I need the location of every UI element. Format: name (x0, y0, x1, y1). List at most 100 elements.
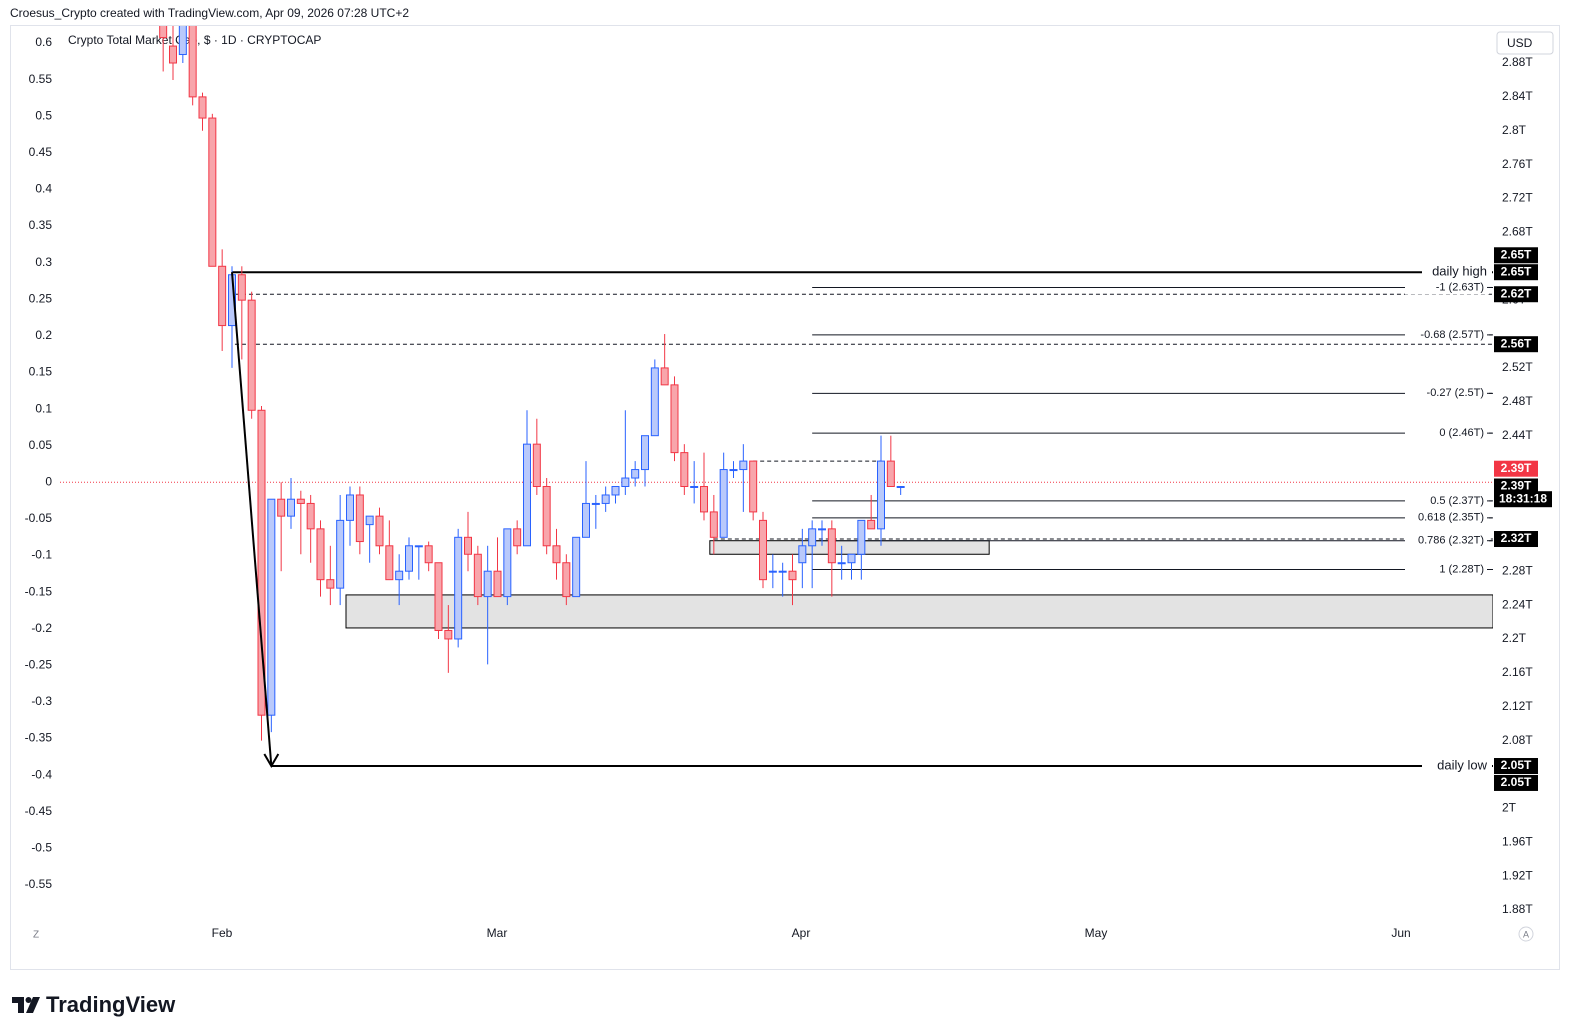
right-axis-tick: 2.28T (1502, 563, 1533, 577)
plot-area (60, 26, 1493, 768)
auto-scale-a-circle (1518, 926, 1534, 942)
candle-body (178, 26, 187, 56)
candle-body (336, 519, 345, 589)
trend-arrow-line (231, 272, 273, 767)
right-axis-tick: 2.44T (1502, 428, 1533, 442)
candle-body (532, 443, 541, 487)
candle-body (208, 117, 217, 267)
candle-body (326, 579, 335, 589)
candle-body (237, 274, 246, 301)
candle-body (749, 460, 758, 513)
candle-body (788, 570, 797, 581)
price-label: 2.65T (1501, 264, 1532, 278)
candlestick-chart[interactable]: Crypto Total Market Cap, $ · 1D · CRYPTO… (0, 0, 1596, 975)
chart-attribution: Croesus_Crypto created with TradingView.… (10, 6, 409, 20)
fib-label-bg (1405, 386, 1489, 401)
left-axis-tick: -0.25 (25, 658, 53, 672)
right-axis-tick: 2.72T (1502, 191, 1533, 205)
candle-body (562, 562, 571, 598)
right-axis-tick: 2.76T (1502, 157, 1533, 171)
demand-zone (709, 540, 990, 555)
fib-label: 1 (2.28T) (1439, 563, 1484, 575)
candle-body (759, 519, 767, 581)
price-label-bg (1494, 774, 1538, 791)
candle-body (247, 299, 256, 411)
left-axis-tick: 0.15 (29, 365, 53, 379)
auto-scale-z-button: Z (33, 930, 39, 941)
candle-body (257, 409, 266, 716)
price-label-bg (1494, 478, 1538, 495)
candle-body (169, 45, 177, 64)
candle-body (464, 536, 472, 555)
right-axis-tick: 2.2T (1502, 631, 1527, 645)
left-axis-tick: -0.35 (25, 731, 53, 745)
right-axis-tick: 2.68T (1502, 225, 1533, 239)
candle-body (414, 545, 423, 548)
fib-label-bg (1405, 327, 1489, 342)
candle-body (277, 498, 286, 517)
price-label: 2.56T (1501, 336, 1532, 350)
fib-label: 0.786 (2.32T) (1418, 535, 1484, 547)
x-axis-label: Mar (487, 926, 508, 940)
candle-body (385, 545, 394, 581)
candle-body (857, 519, 866, 555)
price-label: 2.05T (1501, 758, 1532, 772)
chart-frame[interactable] (10, 25, 1560, 970)
tradingview-logo-icon (12, 997, 40, 1013)
left-axis-tick: 0 (45, 474, 52, 488)
fib-label-bg (1405, 510, 1489, 525)
candle-body (837, 562, 846, 565)
fib-label-bg (1405, 533, 1489, 548)
price-label-bg (1494, 531, 1538, 548)
candle-body (818, 528, 826, 531)
currency-label: USD (1507, 36, 1533, 50)
left-axis-tick: 0.25 (29, 291, 53, 305)
candle-body (778, 570, 787, 573)
left-axis-tick: 0.5 (35, 108, 52, 122)
price-label: 18:31:18 (1499, 491, 1547, 505)
candle-body (316, 528, 325, 581)
candle-body (591, 502, 600, 505)
candle-body (601, 494, 610, 504)
x-axis-label: Feb (212, 926, 233, 940)
fib-label: 0.5 (2.37T) (1430, 495, 1484, 507)
level-label-bg (1422, 758, 1492, 775)
right-axis-tick: 1.92T (1502, 868, 1533, 882)
demand-zone (345, 594, 1493, 629)
candle-body (355, 494, 364, 543)
candle-body (798, 545, 807, 564)
left-axis-tick: 0.4 (35, 182, 52, 196)
candle-body (375, 515, 384, 547)
brand-name: TradingView (46, 992, 176, 1017)
candle-body (867, 519, 876, 530)
price-label: 2.39T (1501, 479, 1532, 493)
tradingview-brand[interactable]: TradingView (12, 992, 175, 1018)
fib-label-bg (1405, 562, 1489, 577)
candle-body (631, 469, 640, 479)
candle-body (768, 570, 777, 573)
candle-body (473, 553, 482, 598)
left-axis-tick: 0.3 (35, 255, 52, 269)
candle-body (896, 486, 905, 488)
right-axis-tick: 2.52T (1502, 360, 1533, 374)
candle-body (660, 367, 669, 386)
candle-body (542, 486, 551, 547)
left-axis-tick: -0.3 (31, 694, 52, 708)
left-axis-tick: 0.45 (29, 145, 53, 159)
right-axis-tick: 2.12T (1502, 699, 1533, 713)
price-label: 2.32T (1501, 531, 1532, 545)
candle-body (503, 528, 512, 598)
candle-body (690, 486, 699, 488)
left-axis-tick: -0.2 (31, 621, 52, 635)
level-label-bg (1422, 264, 1492, 281)
right-axis-tick: 2.24T (1502, 597, 1533, 611)
candle-body (650, 367, 659, 437)
fib-label: 0 (2.46T) (1439, 427, 1484, 439)
candle-body (552, 545, 561, 564)
left-axis-tick: 0.1 (35, 401, 52, 415)
candle-body (454, 536, 463, 640)
candle-body (267, 498, 276, 716)
left-axis-tick: 0.35 (29, 218, 53, 232)
fib-label-bg (1405, 280, 1489, 295)
price-label-bg (1494, 491, 1552, 508)
